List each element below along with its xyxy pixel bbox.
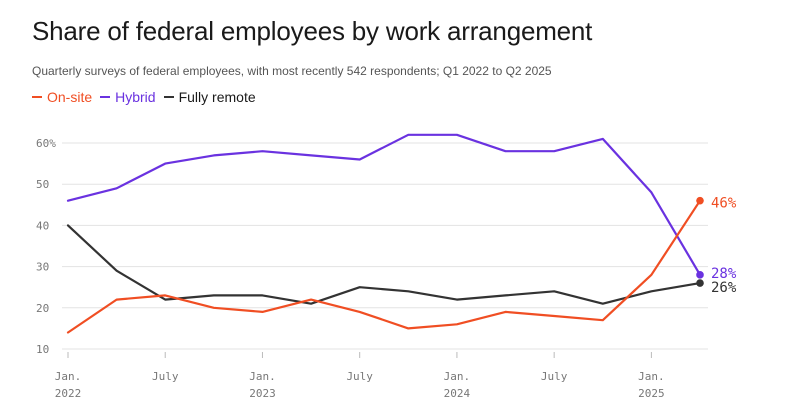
y-tick-label-20: 20 (36, 302, 49, 315)
chart-subtitle: Quarterly surveys of federal employees, … (32, 64, 552, 78)
x-tick-label-4: Jan. (249, 370, 276, 383)
end-label-fully-remote: 26% (711, 280, 737, 296)
series-line-fully-remote (66, 224, 702, 305)
series-line-on-site (66, 199, 702, 334)
x-tick-label-6: July (346, 370, 373, 383)
y-tick-label-40: 40 (36, 219, 49, 232)
x-tick-label-2: July (152, 370, 179, 383)
legend-swatch-hybrid (100, 96, 111, 98)
x-tick-label-8: Jan. (444, 370, 471, 383)
y-tick-label-50: 50 (36, 178, 49, 191)
x-tick-year-4: 2023 (249, 387, 276, 400)
y-tick-label-30: 30 (36, 261, 49, 274)
y-tick-label-10: 10 (36, 343, 49, 356)
chart-legend: On-site Hybrid Fully remote (32, 89, 256, 105)
legend-item-fully-remote: Fully remote (163, 89, 256, 105)
end-point-fully-remote (696, 279, 704, 287)
end-label-on-site: 46% (711, 196, 737, 212)
x-tick-year-8: 2024 (444, 387, 471, 400)
x-tick-year-0: 2022 (55, 387, 82, 400)
legend-item-hybrid: Hybrid (100, 89, 156, 105)
chart-title: Share of federal employees by work arran… (32, 16, 593, 46)
x-tick-year-12: 2025 (638, 387, 665, 400)
x-tick-label-0: Jan. (55, 370, 82, 383)
legend-label-fully-remote: Fully remote (178, 89, 256, 105)
x-tick-label-12: Jan. (638, 370, 665, 383)
x-tick-label-10: July (541, 370, 568, 383)
y-tick-label-60: 60% (36, 137, 56, 150)
end-point-on-site (696, 196, 704, 205)
legend-label-hybrid: Hybrid (115, 89, 156, 105)
series-line-hybrid (66, 133, 702, 276)
legend-label-on-site: On-site (47, 89, 93, 105)
legend-swatch-on-site (32, 96, 42, 98)
legend-swatch-fully-remote (163, 96, 174, 98)
end-label-hybrid: 28% (711, 266, 737, 282)
legend-item-on-site: On-site (32, 89, 92, 105)
end-point-hybrid (696, 271, 704, 279)
